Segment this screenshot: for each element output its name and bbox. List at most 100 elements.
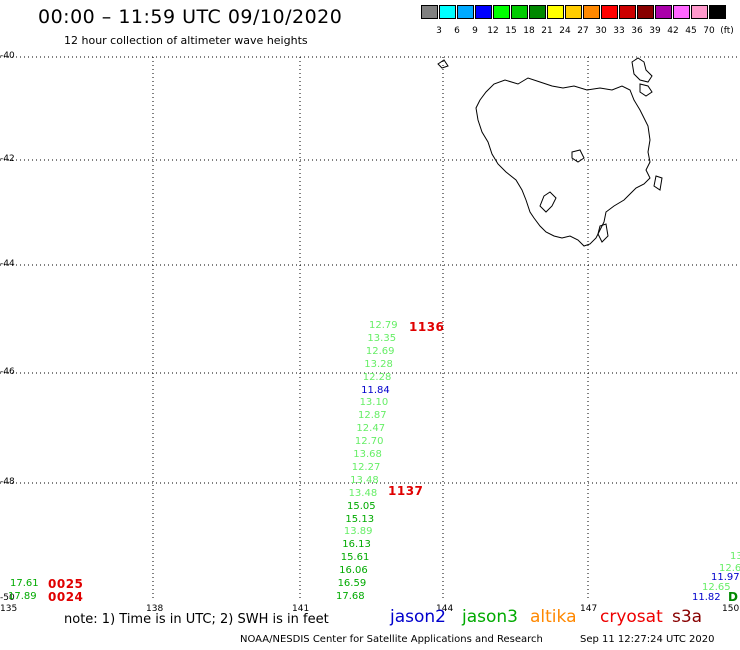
legend-swatch [583,5,600,19]
wave-height-value: 16.13 [342,539,371,551]
legend-swatch [691,5,708,19]
wave-height-value: 16.59 [337,578,367,590]
wave-height-value: 13.89 [343,526,373,538]
legend-label: 27 [577,26,589,36]
legend-label: 3 [436,26,442,36]
legend-swatch [709,5,726,19]
wave-height-value: 15.13 [345,513,375,525]
legend-label: 9 [472,26,478,36]
wave-height-value: 15.61 [340,552,370,564]
lat-label: -42 [0,154,15,164]
lake-2 [571,149,585,163]
wave-height-value: 12.70 [354,436,384,448]
lon-label: 135 [0,604,18,614]
wave-height-value: 12.79 [369,320,398,331]
wave-height-value: 13 [730,551,740,562]
graticule [0,56,740,600]
legend-swatch [637,5,654,19]
track-time-label: 1136 [409,320,445,334]
page-subtitle: 12 hour collection of altimeter wave hei… [64,34,308,47]
legend-label: 18 [523,26,535,36]
satellite-label-s3a: s3a [672,607,703,627]
wave-height-value: 12.47 [356,423,386,435]
legend-label: 12 [487,26,499,36]
satellite-label-cryosat: cryosat [600,607,663,627]
legend-swatch [655,5,672,19]
legend-swatch [529,5,546,19]
page-title: 00:00 – 11:59 UTC 09/10/2020 [38,6,343,28]
legend-label: 42 [667,26,679,36]
lake-1 [539,191,557,213]
track-time-label: 0024 [48,590,84,604]
cape-barren-island [639,83,653,97]
legend-label: 36 [631,26,643,36]
bruny-island [597,223,609,243]
wave-height-value: 13.10 [359,397,389,409]
wave-height-value: 13.28 [364,358,393,370]
wave-height-value: 11.82 [692,592,721,603]
wave-height-value: 12.69 [365,345,395,357]
lat-label: -46 [0,367,15,377]
wave-height-value: 13.68 [353,449,382,461]
generated-timestamp: Sep 11 12:27:24 UTC 2020 [580,634,715,645]
legend-swatch [457,5,474,19]
lat-label: -48 [0,477,15,487]
wave-height-value: 12.65 [702,582,731,593]
satellite-label-jason3: jason3 [462,607,518,627]
track-time-label: 1137 [388,484,424,498]
legend-label: 24 [559,26,571,36]
wave-height-value: 11.84 [361,384,390,396]
footer-note: note: 1) Time is in UTC; 2) SWH is in fe… [64,612,329,627]
credit-text: NOAA/NESDIS Center for Satellite Applica… [240,634,543,645]
wave-height-value: 12.28 [362,371,392,383]
wave-height-value: 13.48 [350,474,379,486]
legend-swatch [511,5,528,19]
legend-label: 30 [595,26,607,36]
legend-label: 6 [454,26,460,36]
wave-height-value: 15.05 [347,500,376,512]
legend-swatch [475,5,492,19]
tasmania-main-island [475,77,651,247]
maria-island [653,175,663,191]
wave-height-value: 16.06 [339,565,368,577]
wave-height-value: 17.68 [336,591,365,602]
tasmania-coastline [437,57,663,247]
legend-label: 45 [685,26,697,36]
legend-label: (ft) [720,26,734,36]
track-time-label-clipped: D [728,590,739,604]
lat-label: -40 [0,51,15,61]
wave-height-value: 12.27 [351,461,381,473]
legend-swatch [673,5,690,19]
lon-label: 144 [436,604,454,614]
lon-label: 150 [722,604,740,614]
flinders-island [631,57,653,83]
wave-height-value: 17.61 [10,578,39,589]
legend-label: 39 [649,26,661,36]
legend-swatch [439,5,456,19]
lon-label: 147 [580,604,598,614]
legend-swatch [619,5,636,19]
satellite-label-jason2: jason2 [390,607,446,627]
wave-height-value: 13.35 [367,332,397,344]
legend-swatch [547,5,564,19]
legend-swatch [601,5,618,19]
legend-swatch [565,5,582,19]
legend-swatch [421,5,438,19]
legend-swatch [493,5,510,19]
legend-label: 21 [541,26,553,36]
legend-label: 33 [613,26,625,36]
lon-label: 138 [146,604,164,614]
wave-height-value: 11.97 [711,572,740,583]
satellite-label-altika: altika [530,607,577,627]
king-island-fragment [437,59,449,69]
track-time-label: 0025 [48,577,84,591]
wave-height-value: 17.89 [8,591,37,602]
wave-height-value: 12.6 [719,563,740,574]
legend-label: 70 [703,26,715,36]
wave-height-value: 13.48 [348,487,378,499]
wave-height-value: 12.87 [358,410,387,422]
lat-label: -44 [0,259,15,269]
lon-label: 141 [292,604,310,614]
legend-label: 15 [505,26,517,36]
